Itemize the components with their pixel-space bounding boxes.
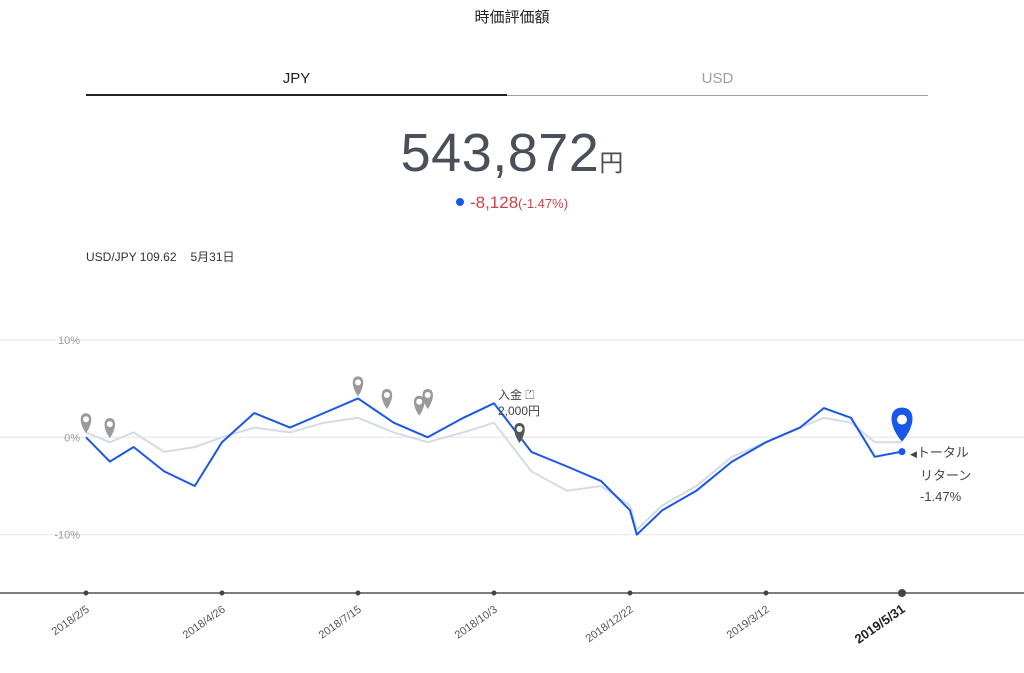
series-dot-icon [455,198,464,206]
deposit-annotation: 入金 ⏍ 2,000円 [498,387,540,419]
pin-hole [424,391,431,398]
x-tick-label: 2018/2/5 [50,604,92,638]
fx-date: 5月31日 [190,250,235,264]
current-point [898,448,906,456]
x-tick-label: 2018/4/26 [181,604,228,642]
x-tick-dot [763,590,769,596]
pin-hole [83,416,89,423]
tab-usd[interactable]: USD [507,68,928,96]
x-tick-dot [491,590,497,596]
total-return-label-1: トータル [916,445,969,460]
pin-hole [383,391,390,398]
x-tick-dot [219,590,225,596]
pointer-left-icon: ◀ [910,449,917,459]
valuation-unit: 円 [599,149,624,177]
x-tick-dot [83,590,89,596]
y-tick-label: -10% [54,530,80,542]
pin-hole [416,398,423,405]
fx-rate-info: USD/JPY 109.62 5月31日 [86,248,249,265]
pin-hole [355,379,361,386]
series-line-benchmark [85,416,902,531]
deposit-icon: ⏍ [525,388,535,402]
current-pin-hole [897,414,907,425]
y-tick-label: 10% [58,335,80,347]
tab-jpy[interactable]: JPY [86,68,507,96]
change-display: -8,128(-1.47%) [0,193,1024,213]
page-title: 時価評価額 [474,8,550,26]
x-tick-dot [627,590,633,596]
pin-hole [516,426,523,433]
total-return-value: -1.47% [920,489,962,504]
x-tick-label: 2019/5/31 [852,601,908,646]
valuation-display: 543,872円 [0,122,1024,184]
x-tick-dot [355,590,361,596]
valuation-amount: 543,872 [400,123,600,183]
x-tick-label: 2018/7/15 [317,604,364,642]
deposit-amount: 2,000円 [498,404,541,418]
x-tick-dot [898,589,906,597]
fx-rate: USD/JPY 109.62 [86,250,177,264]
deposit-label: 入金 [498,388,523,402]
change-amount: -8,128 [469,193,519,212]
y-tick-label: 0% [64,432,80,444]
change-percent: (-1.47%) [518,196,569,211]
x-tick-label: 2018/10/3 [453,604,500,642]
series-line-portfolio [85,397,903,536]
x-tick-label: 2018/12/22 [584,604,636,645]
total-return-label-2: リターン [920,468,972,483]
total-return-annotation: ◀トータル リターン -1.47% [910,442,971,507]
pin-hole [106,421,113,428]
currency-tabs: JPY USD [86,68,928,96]
x-tick-label: 2019/3/12 [725,604,772,642]
